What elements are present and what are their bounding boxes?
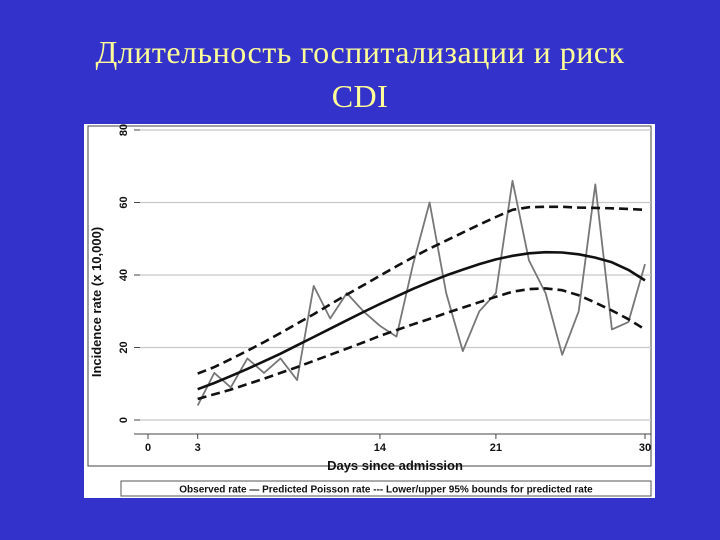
y-tick-label: 60 xyxy=(118,196,130,208)
x-tick-label: 3 xyxy=(195,442,201,454)
y-tick-label: 20 xyxy=(118,341,130,353)
legend-box xyxy=(120,480,652,497)
x-tick-label: 30 xyxy=(639,442,651,454)
series-line-observed-rate xyxy=(196,179,646,406)
slide-title-line-1: Длительность госпитализации и риск xyxy=(95,34,625,70)
y-axis-title: Incidence rate (x 10,000) xyxy=(89,227,104,377)
series-line-lower-95-bound xyxy=(197,287,646,401)
y-tick-label: 80 xyxy=(118,124,130,136)
slide-title-line-2: CDI xyxy=(331,78,389,114)
x-tick-label: 0 xyxy=(145,442,151,454)
legend-text: Observed rate — Predicted Poisson rate -… xyxy=(179,485,593,496)
x-tick-label: 21 xyxy=(490,442,502,454)
plot-area-border xyxy=(87,125,652,467)
y-tick-label: 0 xyxy=(118,417,130,423)
chart-panel: 0 20 40 60 80 0 3 14 21 30 Days since admission I… xyxy=(84,124,655,498)
x-tick-label: 14 xyxy=(374,442,387,454)
slide-title: Длительность госпитализации и риск CDI xyxy=(40,30,680,118)
y-tick-label: 40 xyxy=(118,269,130,281)
series-line-upper-95-bound xyxy=(197,205,646,375)
series-line-predicted-poisson-rate xyxy=(197,250,646,391)
incidence-chart: 0 20 40 60 80 0 3 14 21 30 Days since admission I… xyxy=(87,124,652,497)
x-axis-title: Days since admission xyxy=(327,458,463,473)
